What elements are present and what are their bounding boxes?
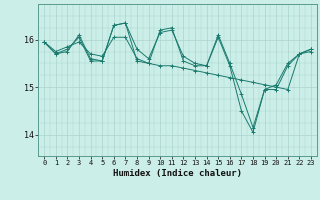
X-axis label: Humidex (Indice chaleur): Humidex (Indice chaleur) [113, 169, 242, 178]
